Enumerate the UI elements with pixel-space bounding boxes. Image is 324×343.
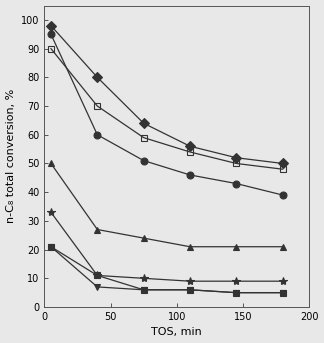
X-axis label: TOS, min: TOS, min: [151, 328, 202, 338]
Y-axis label: n-C₈ total conversion, %: n-C₈ total conversion, %: [6, 89, 16, 223]
